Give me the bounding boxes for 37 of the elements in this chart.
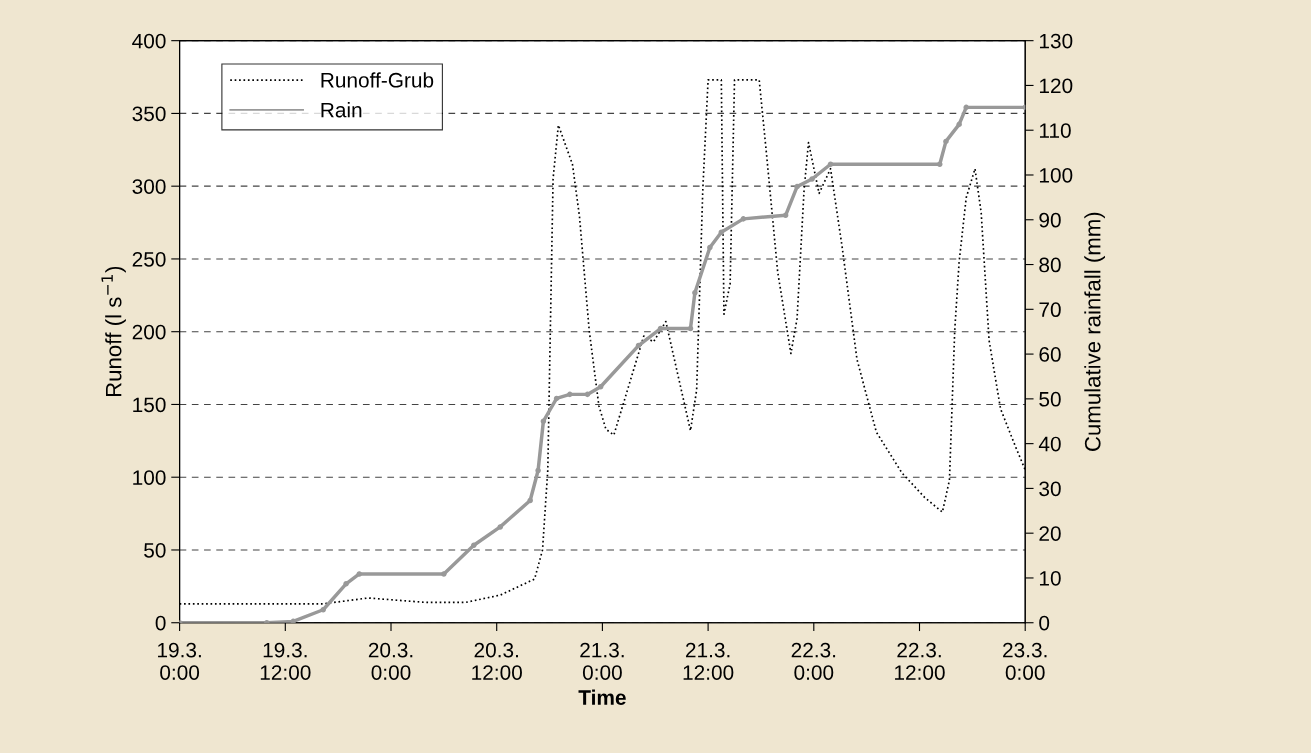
y-tick-label: 400 <box>132 33 166 49</box>
y2-tick-label: 50 <box>1039 391 1061 407</box>
y2-tick-label: 100 <box>1039 167 1073 183</box>
y-tick-label: 0 <box>155 615 166 631</box>
x-tick-label: 20.3. 0:00 <box>368 642 413 680</box>
y2-tick-label: 80 <box>1039 257 1061 273</box>
y2-tick-label: 110 <box>1039 123 1071 138</box>
y2-tick-label: 10 <box>1039 570 1061 586</box>
y-tick-label: 150 <box>133 397 166 413</box>
y-tick-label: 200 <box>132 324 166 340</box>
y2-tick-label: 30 <box>1039 481 1061 497</box>
y-tick-label: 300 <box>132 179 166 194</box>
legend-label: Rain <box>321 102 362 118</box>
y2-tick-label: 40 <box>1038 436 1061 452</box>
x-axis-title: Time <box>578 689 626 705</box>
legend-label: Runoff-Grub <box>321 72 434 88</box>
x-tick-label: 23.3. 0:00 <box>1003 642 1047 680</box>
x-tick-label: 20.3. 12:00 <box>472 642 522 680</box>
x-tick-label: 19.3. 12:00 <box>260 642 311 680</box>
y2-tick-label: 90 <box>1039 212 1061 228</box>
y2-tick-label: 60 <box>1039 347 1061 362</box>
x-tick-label: 22.3. 12:00 <box>895 642 945 680</box>
y2-tick-label: 120 <box>1039 78 1073 94</box>
x-tick-label: 19.3. 0:00 <box>158 642 201 680</box>
y-tick-label: 50 <box>144 542 166 558</box>
y2-tick-label: 0 <box>1039 615 1050 631</box>
y-axis-title: Runoff (l s$^{−1}$) <box>101 266 126 397</box>
x-tick-label: 21.3. 12:00 <box>683 642 734 680</box>
y2-tick-label: 20 <box>1039 526 1061 541</box>
x-tick-label: 22.3. 0:00 <box>791 642 836 680</box>
y2-tick-label: 130 <box>1039 33 1073 49</box>
y2-axis-title: Cumulative rainfall (mm) <box>1084 212 1105 451</box>
y2-tick-label: 70 <box>1039 302 1061 318</box>
y-tick-label: 250 <box>132 251 166 267</box>
x-tick-label: 21.3. 0:00 <box>580 642 624 680</box>
y-tick-label: 100 <box>133 470 166 485</box>
y-tick-label: 350 <box>132 106 166 122</box>
